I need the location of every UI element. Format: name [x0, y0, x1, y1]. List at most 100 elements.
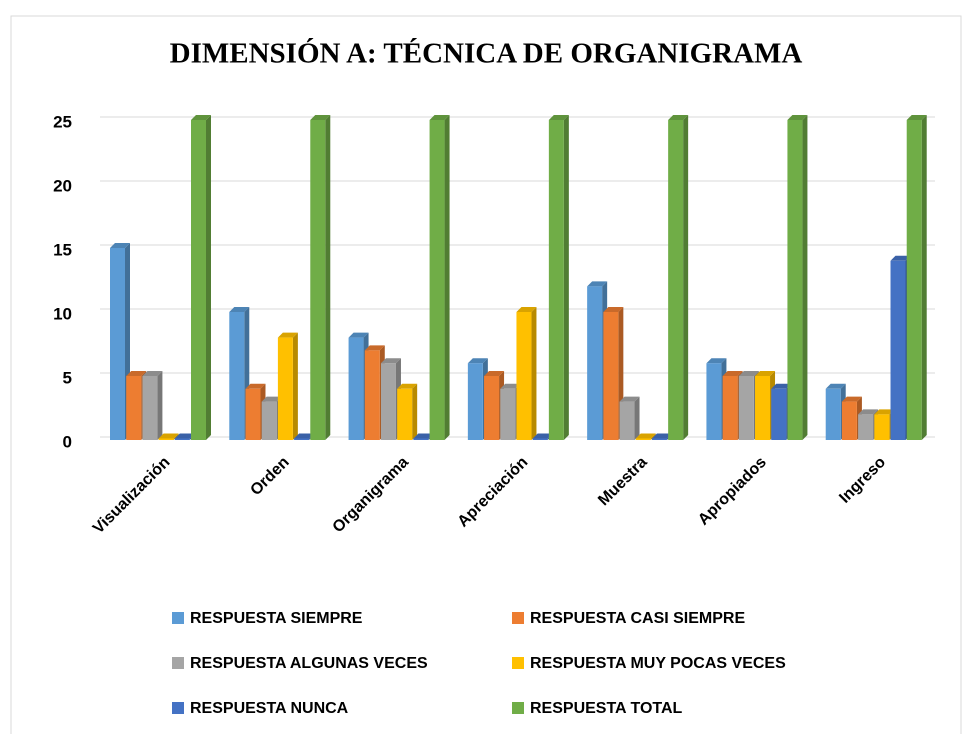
x-tick-label: Organigrama: [330, 454, 413, 537]
legend-label: RESPUESTA SIEMPRE: [190, 610, 363, 627]
bar: [126, 376, 142, 440]
bar-top: [858, 409, 879, 415]
bar-top: [174, 433, 195, 439]
bar: [484, 376, 500, 440]
y-tick-label: 5: [63, 368, 72, 387]
bar: [603, 312, 619, 440]
bar-top: [890, 255, 911, 261]
bar-side: [173, 433, 179, 440]
y-tick-label: 20: [53, 176, 72, 195]
bar: [229, 312, 245, 440]
bar: [738, 376, 754, 440]
bar-top: [516, 307, 537, 312]
x-tick-label: Apreciación: [455, 454, 532, 531]
legend-swatch: [172, 657, 184, 669]
chart-frame: [10, 15, 962, 734]
bar-top: [722, 371, 743, 376]
bar-top: [825, 383, 846, 389]
bar-top: [738, 371, 759, 376]
bar: [651, 438, 667, 440]
legend-label: RESPUESTA ALGUNAS VECES: [190, 655, 428, 672]
x-tick-label: Muestra: [595, 454, 650, 509]
bar-side: [802, 115, 808, 440]
bar: [348, 337, 364, 440]
bar: [787, 120, 803, 440]
bar: [191, 120, 206, 440]
bar-top: [364, 345, 385, 351]
bar: [467, 363, 483, 440]
bar: [429, 120, 445, 440]
bar-side: [412, 383, 418, 440]
bar-top: [532, 433, 553, 439]
bar-top: [229, 307, 250, 312]
bar-top: [380, 358, 401, 364]
bar-top: [603, 307, 624, 312]
bar: [858, 414, 874, 440]
bar-side: [444, 115, 450, 440]
bar: [532, 438, 548, 440]
x-tick-label: Apropiados: [695, 454, 770, 529]
x-tick-label: Visualización: [90, 454, 174, 538]
bar-top: [706, 358, 727, 364]
bar: [277, 337, 293, 440]
bar-top: [484, 371, 505, 376]
bar: [380, 363, 396, 440]
bar-side: [531, 307, 537, 440]
bar: [261, 401, 277, 440]
bar: [158, 438, 174, 440]
bar-side: [157, 371, 163, 440]
bar-top: [429, 115, 450, 120]
legend-swatch: [512, 612, 524, 624]
bar-top: [635, 433, 656, 439]
bar-top: [126, 371, 147, 376]
bar-top: [397, 383, 418, 389]
legend-swatch: [172, 702, 184, 714]
bar-side: [563, 115, 569, 440]
x-tick-label: Ingreso: [836, 454, 889, 507]
bar: [174, 438, 190, 440]
bar-top: [619, 396, 640, 402]
bar-side: [683, 115, 689, 440]
bar-top: [874, 409, 895, 415]
bar: [635, 438, 651, 440]
bar-top: [158, 433, 179, 439]
bar: [771, 388, 787, 440]
bar: [722, 376, 738, 440]
bar-top: [906, 115, 927, 120]
chart-title: DIMENSIÓN A: TÉCNICA DE ORGANIGRAMA: [170, 37, 803, 70]
bar: [142, 376, 158, 440]
y-tick-label: 0: [63, 432, 72, 451]
bar-top: [191, 115, 211, 120]
bar-side: [650, 433, 656, 440]
bar: [548, 120, 564, 440]
y-tick-label: 10: [53, 304, 72, 323]
bar-top: [651, 433, 672, 439]
x-tick-label: Orden: [247, 454, 292, 499]
bar-side: [921, 115, 927, 440]
bar: [755, 376, 771, 440]
bar: [890, 260, 906, 440]
y-tick-label: 15: [53, 240, 72, 259]
bar-top: [755, 371, 776, 376]
bar-top: [841, 396, 862, 402]
bar: [397, 388, 413, 440]
bar-top: [413, 433, 434, 439]
bar-side: [634, 396, 640, 440]
bar: [294, 438, 310, 440]
bar-top: [277, 332, 298, 338]
legend-label: RESPUESTA CASI SIEMPRE: [530, 610, 745, 627]
bar: [706, 363, 722, 440]
bar-top: [348, 332, 369, 338]
bar-side: [206, 115, 211, 440]
bar-top: [548, 115, 569, 120]
legend-label: RESPUESTA TOTAL: [530, 700, 683, 717]
bar: [310, 120, 326, 440]
bar-top: [587, 281, 608, 287]
bar-side: [325, 115, 331, 440]
bar-top: [310, 115, 331, 120]
bar-top: [467, 358, 488, 364]
bar: [668, 120, 684, 440]
bar-top: [261, 396, 282, 402]
bar: [245, 388, 261, 440]
bar-top: [771, 383, 792, 389]
